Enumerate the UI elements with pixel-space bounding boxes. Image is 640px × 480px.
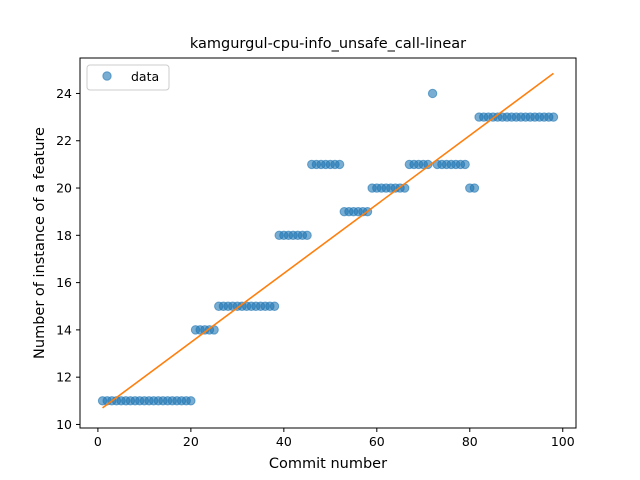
legend-marker: [102, 71, 112, 81]
data-point: [302, 230, 312, 241]
x-tick-label: 60: [369, 434, 385, 449]
legend-frame: [86, 64, 170, 91]
axes-frame: [79, 57, 577, 429]
x-tick-label: 20: [183, 434, 199, 449]
y-tick-label: 18: [56, 228, 72, 243]
data-point: [269, 301, 280, 311]
y-tick-label: 20: [56, 181, 72, 196]
x-axis-label: Commit number: [269, 456, 387, 472]
y-axis: 10 12 14 16 18 20 22 24: [56, 86, 80, 432]
data-point: [548, 112, 559, 122]
legend: data: [86, 64, 170, 91]
y-axis-label: Number of instance of a feature: [32, 127, 48, 359]
plot-area: [97, 72, 559, 409]
y-tick-label: 14: [56, 322, 72, 337]
fit-line: [102, 72, 554, 409]
y-tick-label: 12: [56, 370, 72, 385]
data-point: [186, 396, 196, 406]
y-tick-label: 10: [56, 417, 72, 432]
data-point: [334, 159, 345, 170]
x-tick-label: 0: [94, 434, 102, 449]
x-tick-label: 100: [551, 434, 575, 449]
y-tick-label: 16: [56, 275, 72, 290]
y-tick-label: 24: [56, 86, 72, 101]
data-point: [427, 88, 438, 99]
x-axis: 0 20 40 60 80 100: [94, 428, 575, 449]
data-point: [460, 159, 470, 170]
chart-title: kamgurgul-cpu-info_unsafe_call-linear: [190, 36, 466, 52]
x-tick-label: 40: [276, 434, 292, 449]
data-point: [423, 159, 433, 170]
legend-label: data: [131, 69, 159, 84]
x-tick-label: 80: [462, 434, 478, 449]
y-tick-label: 22: [56, 133, 72, 148]
data-point: [469, 183, 480, 193]
